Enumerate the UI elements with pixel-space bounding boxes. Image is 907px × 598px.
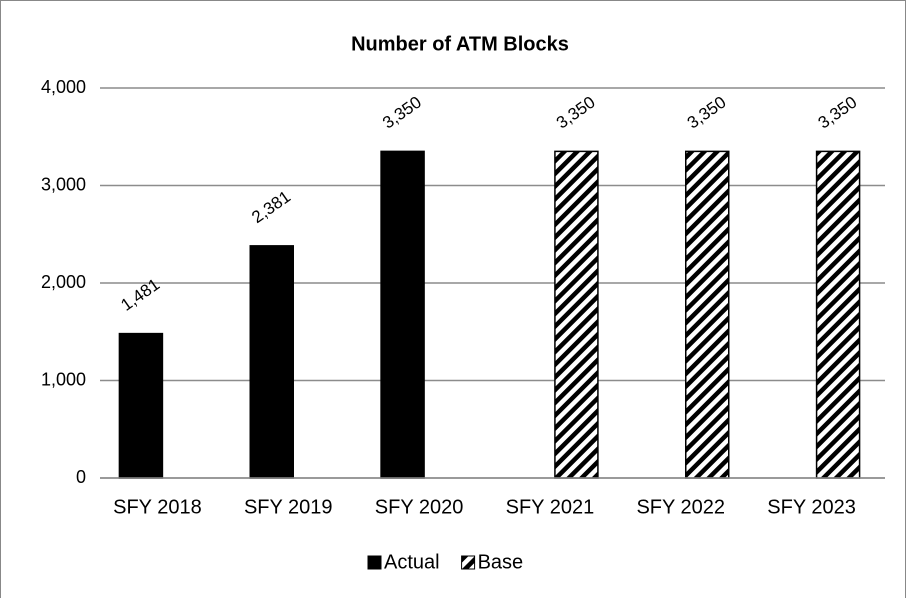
y-tick-label: 0	[76, 467, 86, 487]
x-tick-label: SFY 2018	[113, 496, 202, 518]
x-tick-label: SFY 2022	[636, 496, 725, 518]
legend-label: Actual	[384, 551, 440, 573]
bar	[554, 150, 599, 479]
legend-swatch	[367, 555, 382, 570]
y-tick-label: 4,000	[41, 77, 86, 97]
bar	[118, 332, 164, 479]
y-tick-label: 3,000	[41, 174, 86, 194]
chart-title: Number of ATM Blocks	[351, 33, 569, 55]
legend-swatch	[461, 555, 476, 570]
bar	[380, 150, 425, 479]
x-tick-label: SFY 2020	[375, 496, 464, 518]
bar	[249, 245, 294, 479]
x-tick-label: SFY 2021	[506, 496, 595, 518]
y-tick-label: 1,000	[41, 369, 86, 389]
legend-label: Base	[478, 551, 524, 573]
x-tick-label: SFY 2023	[767, 496, 856, 518]
bar	[685, 150, 730, 479]
y-tick-label: 2,000	[41, 272, 86, 292]
bar	[815, 150, 861, 479]
x-tick-label: SFY 2019	[244, 496, 333, 518]
